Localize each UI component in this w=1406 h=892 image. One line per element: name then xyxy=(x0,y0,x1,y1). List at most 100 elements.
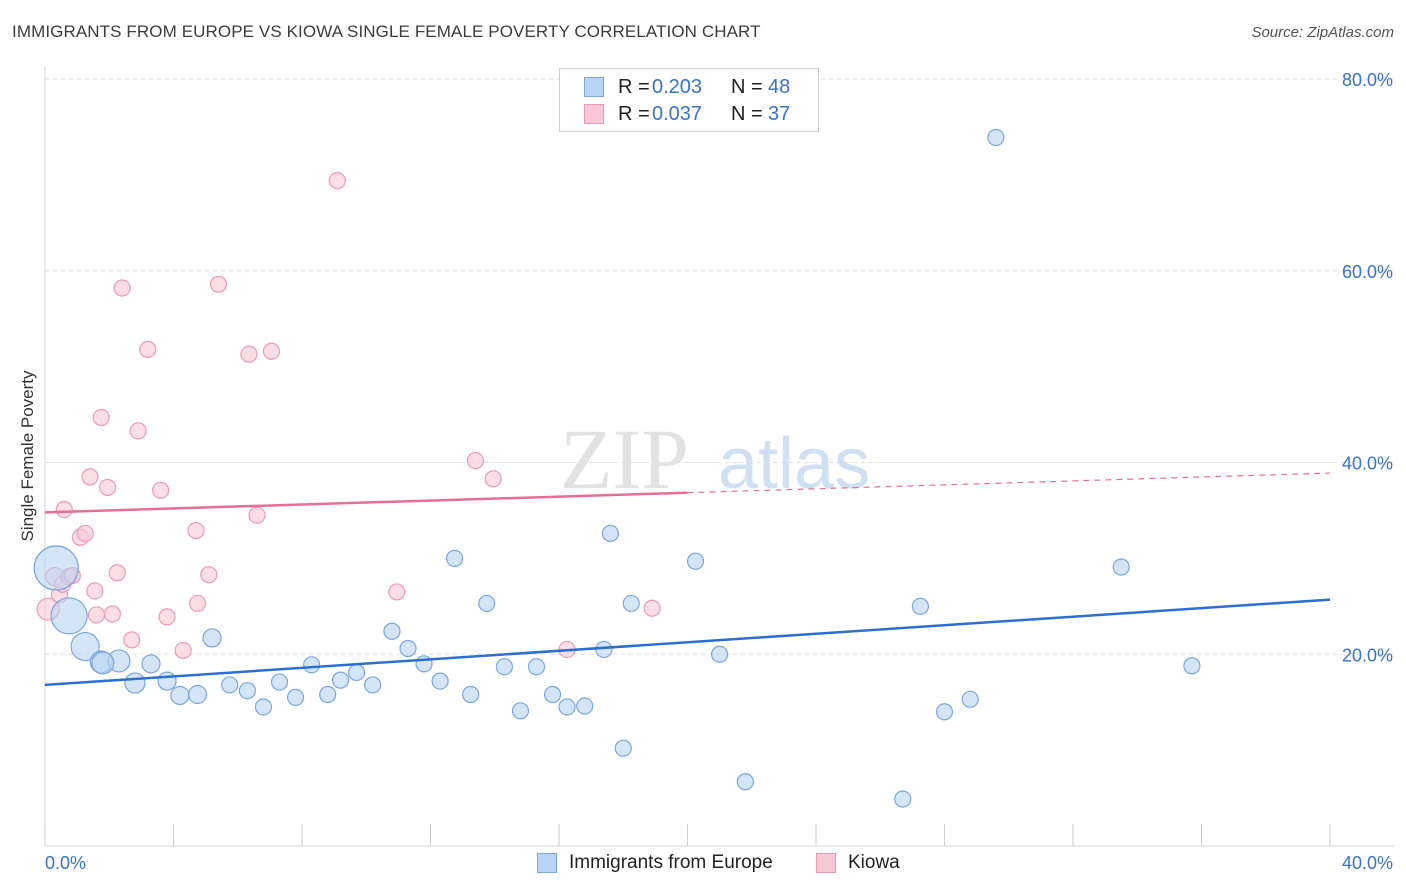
europe-trend-line xyxy=(44,598,1331,687)
kiowa-point xyxy=(200,566,218,584)
europe-point xyxy=(270,673,289,691)
kiowa-point xyxy=(158,608,176,626)
n-value: 48 xyxy=(768,75,791,98)
y-tick-label: 40.0% xyxy=(1342,454,1393,474)
kiowa-point xyxy=(81,468,99,486)
europe-point xyxy=(348,663,366,682)
kiowa-point xyxy=(139,340,157,358)
europe-swatch xyxy=(584,77,604,97)
europe-point xyxy=(221,676,239,694)
europe-point xyxy=(601,524,620,543)
europe-point xyxy=(331,671,350,689)
kiowa-point xyxy=(248,506,266,524)
kiowa-point xyxy=(174,641,192,660)
europe-point xyxy=(303,656,321,674)
x-tick-label: 40.0% xyxy=(1342,853,1393,873)
legend-label-europe: Immigrants from Europe xyxy=(569,852,773,873)
kiowa-point xyxy=(103,605,122,623)
europe-point xyxy=(141,654,161,674)
tick-labels: 20.0% 40.0% 60.0% 80.0% 0.0% 40.0% xyxy=(45,70,1393,873)
r-label: R = xyxy=(618,75,650,98)
europe-point xyxy=(91,651,115,675)
kiowa-point xyxy=(99,478,117,497)
kiowa-point xyxy=(262,342,281,360)
kiowa-point xyxy=(76,524,94,543)
europe-point xyxy=(595,640,613,659)
europe-point xyxy=(445,549,464,567)
europe-point xyxy=(124,672,146,694)
trend-lines xyxy=(44,472,1331,687)
correlation-legend: R = 0.203 N = 48 R = 0.037 N = 37 xyxy=(559,68,819,132)
europe-point xyxy=(894,790,912,808)
y-tick-label: 20.0% xyxy=(1342,645,1393,665)
europe-points xyxy=(33,128,1201,808)
n-label: N = xyxy=(731,75,763,98)
europe-point xyxy=(187,684,208,705)
europe-point xyxy=(495,658,513,676)
kiowa-point xyxy=(328,172,346,190)
kiowa-point xyxy=(388,583,406,601)
source-credit: Source: ZipAtlas.com xyxy=(1251,24,1394,41)
europe-point xyxy=(1183,657,1201,675)
europe-point xyxy=(399,639,417,658)
n-label: N = xyxy=(731,102,763,125)
watermark: ZIP atlas xyxy=(560,411,870,507)
r-value: 0.203 xyxy=(652,75,703,98)
kiowa-point xyxy=(55,500,73,519)
kiowa-point xyxy=(152,481,170,499)
europe-point xyxy=(543,685,562,704)
r-value: 0.037 xyxy=(652,102,703,125)
europe-point xyxy=(622,594,640,613)
europe-point xyxy=(736,773,754,791)
europe-point xyxy=(254,698,273,716)
europe-point xyxy=(319,685,337,704)
europe-point xyxy=(711,645,729,663)
kiowa-point xyxy=(187,521,205,540)
kiowa-point xyxy=(209,275,228,293)
gridlines xyxy=(45,78,1394,655)
r-label: R = xyxy=(618,102,650,125)
legend-label-kiowa: Kiowa xyxy=(848,852,900,873)
europe-point xyxy=(1112,558,1130,576)
y-tick-label: 80.0% xyxy=(1342,70,1393,90)
europe-point xyxy=(202,628,222,648)
kiowa-swatch xyxy=(584,104,604,124)
watermark-zip: ZIP xyxy=(560,411,689,507)
kiowa-point xyxy=(129,422,147,440)
europe-swatch xyxy=(537,853,557,873)
axes xyxy=(44,66,1394,847)
y-tick-label: 60.0% xyxy=(1342,262,1393,282)
chart-title: IMMIGRANTS FROM EUROPE VS KIOWA SINGLE F… xyxy=(12,22,761,41)
europe-point xyxy=(961,690,979,708)
n-value: 37 xyxy=(768,102,791,125)
legend-item-kiowa[interactable]: Kiowa xyxy=(816,852,900,874)
europe-point xyxy=(33,545,79,591)
europe-point xyxy=(911,597,930,615)
legend-item-europe[interactable]: Immigrants from Europe xyxy=(537,852,773,874)
kiowa-point xyxy=(123,631,141,649)
kiowa-swatch xyxy=(816,853,836,873)
europe-point xyxy=(558,698,576,716)
europe-point xyxy=(935,703,954,721)
europe-point xyxy=(511,702,530,720)
kiowa-point xyxy=(466,451,485,470)
europe-point xyxy=(364,676,382,694)
kiowa-trend-line xyxy=(44,491,688,514)
europe-point xyxy=(478,594,496,613)
europe-point xyxy=(157,671,177,691)
kiowa-point xyxy=(86,582,104,600)
europe-point xyxy=(70,631,100,662)
kiowa-point xyxy=(240,345,258,363)
kiowa-point xyxy=(92,408,110,427)
kiowa-point xyxy=(484,470,502,488)
europe-point xyxy=(614,739,632,757)
europe-point xyxy=(686,552,705,570)
kiowa-trend-line-extension xyxy=(687,472,1331,494)
kiowa-point xyxy=(87,606,106,624)
kiowa-point xyxy=(108,564,126,582)
kiowa-point xyxy=(113,279,131,297)
europe-point xyxy=(286,688,305,706)
x-tick-label: 0.0% xyxy=(45,853,86,873)
europe-point xyxy=(987,128,1005,147)
